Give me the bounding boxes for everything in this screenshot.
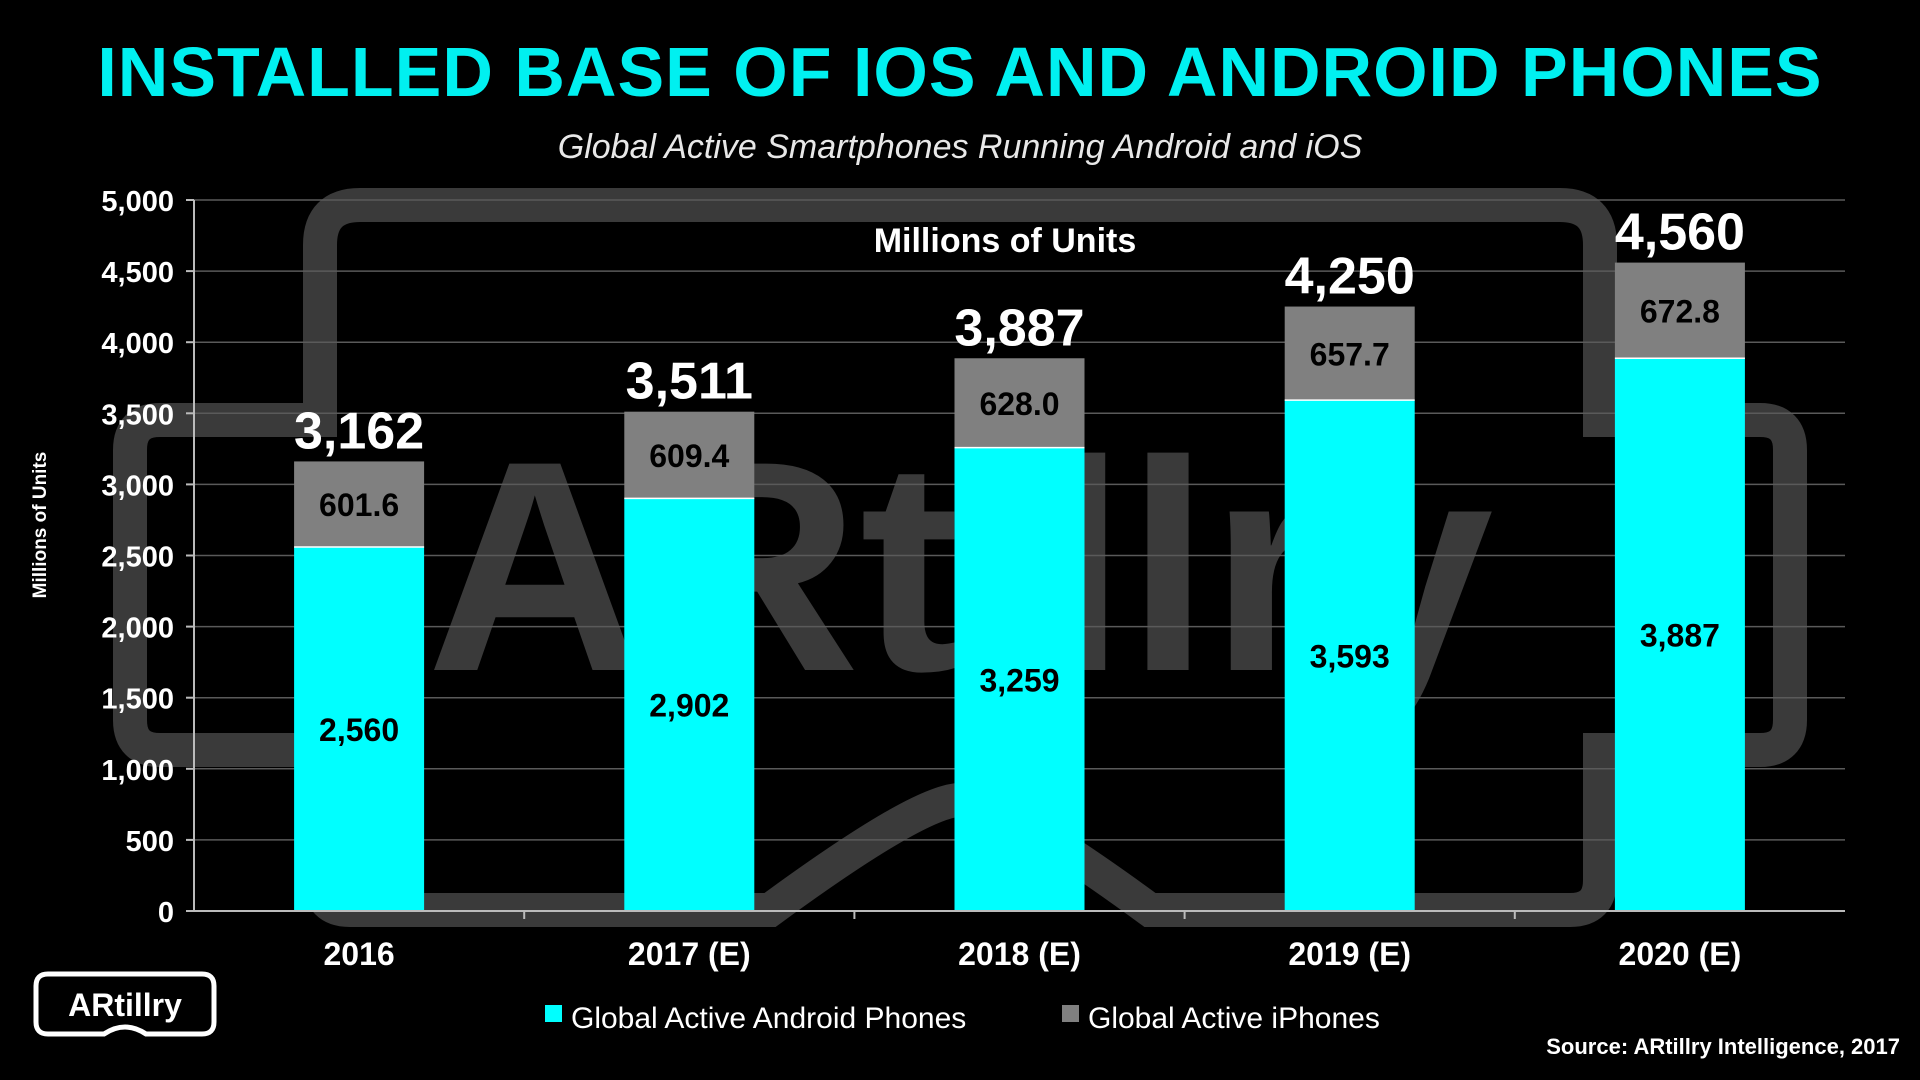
- y-tick-label: 4,500: [101, 257, 174, 289]
- x-axis-tick-labels: 2016 2017 (E) 2018 (E) 2019 (E) 2020 (E): [324, 911, 1742, 972]
- data-label-total: 3,511: [626, 353, 753, 411]
- data-label-total: 3,162: [294, 402, 424, 460]
- bar-android: [294, 546, 425, 911]
- bar-iphone: [624, 411, 755, 499]
- data-label-android: 2,560: [319, 712, 399, 748]
- data-label-android: 2,902: [649, 688, 729, 724]
- y-tick-label: 1,000: [101, 755, 174, 787]
- legend-swatch: [545, 1005, 562, 1022]
- units-annotation: Millions of Units: [874, 222, 1137, 260]
- bar-android: [1284, 400, 1415, 911]
- chart-title: INSTALLED BASE OF IOS AND ANDROID PHONES: [97, 33, 1823, 111]
- bar-series: 2,560 601.6 3,162 2,902 609.4 3,511 3,259 628.0…: [294, 204, 1745, 912]
- bar-iphone: [294, 461, 425, 547]
- x-tick-label: 2016: [324, 936, 395, 972]
- y-tick-label: 2,000: [101, 613, 174, 645]
- y-tick-label: 3,500: [101, 399, 174, 431]
- x-tick-label: 2020 (E): [1619, 936, 1742, 972]
- data-label-android: 3,259: [979, 662, 1059, 698]
- data-label-total: 4,250: [1285, 248, 1415, 306]
- bar-iphone: [1284, 306, 1415, 401]
- y-tick-label: 0: [158, 897, 174, 929]
- data-label-android: 3,593: [1310, 639, 1390, 675]
- logo-text: ARtillry: [68, 987, 182, 1023]
- data-label-total: 3,887: [954, 299, 1084, 357]
- legend-swatch: [1062, 1005, 1079, 1022]
- y-axis-label: Millions of Units: [30, 452, 51, 599]
- data-label-iphone: 657.7: [1310, 336, 1390, 372]
- y-axis-tick-labels: 0 500 1,000 1,500 2,000 2,500 3,000 3,500 4,000 4…: [101, 186, 174, 929]
- bar-android: [954, 447, 1085, 911]
- y-tick-label: 5,000: [101, 186, 174, 218]
- data-label-iphone: 601.6: [319, 487, 399, 523]
- bar-android: [624, 498, 755, 911]
- data-label-iphone: 609.4: [649, 438, 729, 474]
- x-tick-label: 2019 (E): [1288, 936, 1411, 972]
- legend: Global Active Android Phones Global Activ…: [545, 1002, 1380, 1035]
- chart-subtitle: Global Active Smartphones Running Androi…: [557, 128, 1363, 166]
- x-tick-label: 2017 (E): [628, 936, 751, 972]
- y-tick-label: 2,500: [101, 542, 174, 574]
- legend-label: Global Active Android Phones: [571, 1002, 966, 1035]
- data-label-iphone: 672.8: [1640, 293, 1720, 329]
- y-tick-label: 500: [126, 826, 174, 858]
- bar-android: [1614, 358, 1745, 912]
- data-label-total: 4,560: [1615, 204, 1745, 262]
- y-tick-label: 4,000: [101, 328, 174, 360]
- artillry-logo: ARtillry: [33, 971, 217, 1037]
- y-tick-label: 3,000: [101, 470, 174, 502]
- x-tick-label: 2018 (E): [958, 936, 1081, 972]
- data-label-iphone: 628.0: [979, 386, 1059, 422]
- y-tick-label: 1,500: [101, 684, 174, 716]
- data-label-android: 3,887: [1640, 618, 1720, 654]
- source-note: Source: ARtillry Intelligence, 2017: [1546, 1034, 1900, 1059]
- bar-iphone: [1614, 262, 1745, 359]
- bar-iphone: [954, 358, 1085, 448]
- legend-label: Global Active iPhones: [1088, 1002, 1380, 1035]
